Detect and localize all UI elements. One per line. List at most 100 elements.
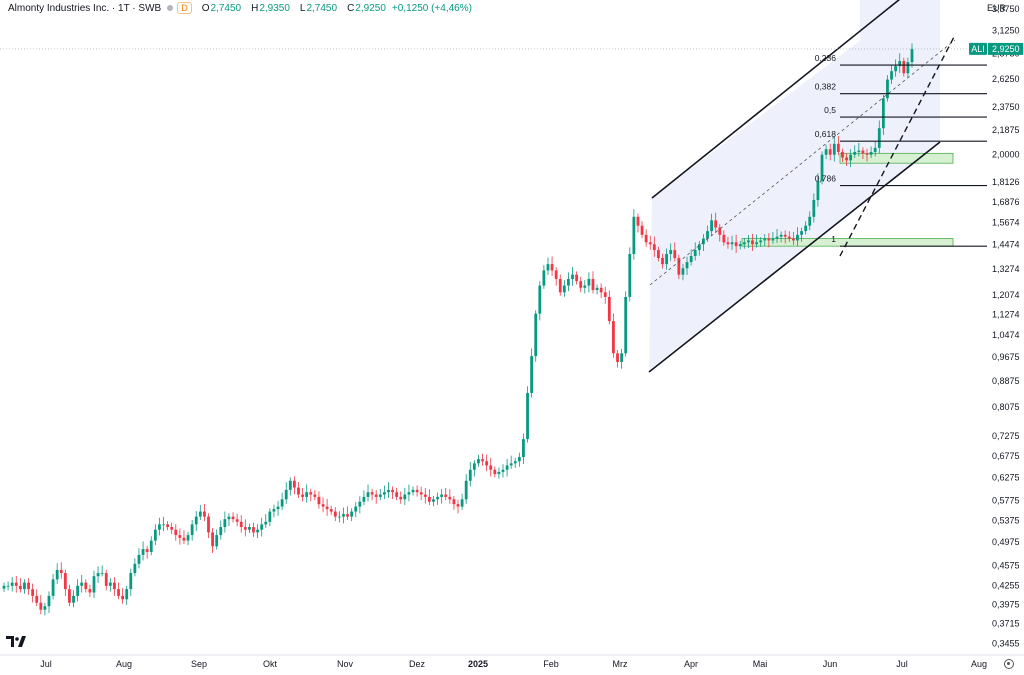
candle-body: [538, 285, 542, 314]
symbol-title[interactable]: Almonty Industries Inc. · 1T · SWB: [8, 2, 162, 14]
channel-fill-top: [860, 0, 940, 60]
candle-body: [407, 492, 411, 495]
candle-body: [395, 492, 399, 497]
candle-body: [427, 496, 431, 502]
candle-body: [665, 254, 668, 265]
candle-body: [268, 511, 272, 522]
candle-body: [317, 496, 321, 505]
y-axis-tick-label: 1,4474: [992, 240, 1020, 250]
candle-body: [505, 465, 509, 470]
candle-body: [6, 585, 10, 587]
candle-body: [137, 554, 141, 564]
candle-body: [877, 128, 881, 148]
candle-body: [689, 256, 693, 263]
candle-body: [726, 242, 730, 245]
candle-body: [890, 71, 893, 80]
candle-body: [787, 236, 791, 239]
y-axis-tick-label: 1,5674: [992, 218, 1020, 228]
candle-body: [804, 225, 808, 232]
candle-body: [162, 524, 165, 526]
chart-header: Almonty Industries Inc. · 1T · SWB D O 2,…: [0, 0, 980, 16]
candle-body: [276, 506, 280, 510]
candle-body: [841, 151, 844, 158]
candle-body: [211, 532, 214, 547]
candle-body: [497, 471, 501, 475]
candle-body: [481, 459, 484, 462]
candle-body: [669, 250, 673, 255]
y-axis-tick-label: 0,3715: [992, 618, 1020, 628]
low-value: 2,7450: [306, 2, 338, 14]
candle-body: [575, 274, 579, 282]
candle-body: [129, 573, 133, 590]
candle-body: [681, 268, 685, 275]
candle-body: [215, 535, 219, 547]
candle-body: [460, 499, 464, 507]
low-label: L: [299, 2, 306, 14]
candle-body: [485, 461, 489, 466]
candle-body: [796, 234, 799, 241]
candle-body: [734, 242, 738, 247]
tradingview-logo-icon: [6, 636, 26, 647]
candle-body: [894, 66, 898, 72]
fib-level-label: 0,236: [815, 53, 837, 63]
y-axis-tick-label: 0,4975: [992, 537, 1020, 547]
candle-body: [824, 149, 828, 155]
candle-body: [763, 238, 767, 241]
candle-body: [755, 242, 758, 245]
candle-body: [567, 278, 570, 286]
candle-body: [399, 496, 403, 500]
candle-body: [337, 516, 341, 518]
last-price-tag: [988, 42, 1023, 55]
candle-body: [415, 489, 419, 493]
candle-body: [546, 264, 550, 271]
currency-label[interactable]: EUR: [986, 3, 1006, 13]
candle-body: [59, 569, 63, 574]
candle-body: [223, 519, 227, 528]
fib-level-label: 0,5: [824, 105, 836, 115]
candle-body: [264, 521, 268, 525]
candle-body: [616, 353, 619, 362]
candle-body: [284, 489, 288, 500]
candle-body: [722, 234, 726, 243]
candle-body: [558, 278, 562, 293]
candle-body: [346, 514, 349, 517]
candle-body: [791, 238, 795, 241]
x-axis-tick-label: Feb: [543, 659, 559, 669]
y-axis-tick-label: 0,4255: [992, 581, 1020, 591]
candle-body: [358, 501, 362, 507]
candle-body: [579, 281, 583, 288]
candle-body: [886, 79, 889, 99]
candle-body: [910, 48, 914, 63]
candle-body: [452, 499, 456, 505]
candle-body: [145, 549, 149, 552]
gear-icon[interactable]: [1004, 659, 1014, 669]
y-axis-tick-label: 3,3750: [992, 4, 1020, 14]
candle-body: [391, 489, 394, 493]
y-axis-tick-label: 1,3274: [992, 264, 1020, 274]
candle-body: [297, 487, 300, 495]
candle-body: [366, 492, 370, 497]
candle-body: [182, 537, 186, 541]
candle-body: [718, 227, 722, 235]
candle-body: [113, 582, 116, 590]
candle-body: [72, 595, 75, 603]
candle-body: [31, 589, 35, 596]
candle-body: [599, 287, 603, 293]
y-axis-tick-label: 0,3975: [992, 599, 1020, 609]
candle-body: [47, 595, 51, 607]
candle-body: [865, 153, 869, 155]
x-axis-tick-label: 2025: [468, 659, 488, 669]
candle-body: [624, 296, 628, 354]
y-axis-tick-label: 3,1250: [992, 26, 1020, 36]
y-axis-tick-label: 2,3750: [992, 102, 1020, 112]
candle-body: [517, 457, 521, 462]
candle-body: [587, 278, 591, 286]
candle-body: [657, 250, 660, 259]
candle-body: [325, 506, 329, 510]
candle-body: [710, 220, 713, 232]
candle-body: [362, 496, 366, 502]
y-axis-tick-label: 0,5775: [992, 496, 1020, 506]
candle-body: [706, 231, 709, 239]
candle-body: [92, 576, 96, 593]
